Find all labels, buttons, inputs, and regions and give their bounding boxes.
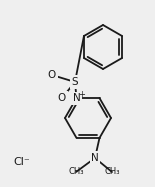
Text: O: O — [58, 93, 66, 103]
Text: O: O — [48, 70, 56, 80]
Text: N: N — [73, 93, 80, 103]
Text: S: S — [72, 77, 78, 87]
Text: CH₃: CH₃ — [68, 168, 84, 177]
Text: N: N — [91, 153, 99, 163]
Text: Cl⁻: Cl⁻ — [14, 157, 30, 167]
Text: CH₃: CH₃ — [104, 168, 120, 177]
Text: +: + — [78, 90, 85, 99]
